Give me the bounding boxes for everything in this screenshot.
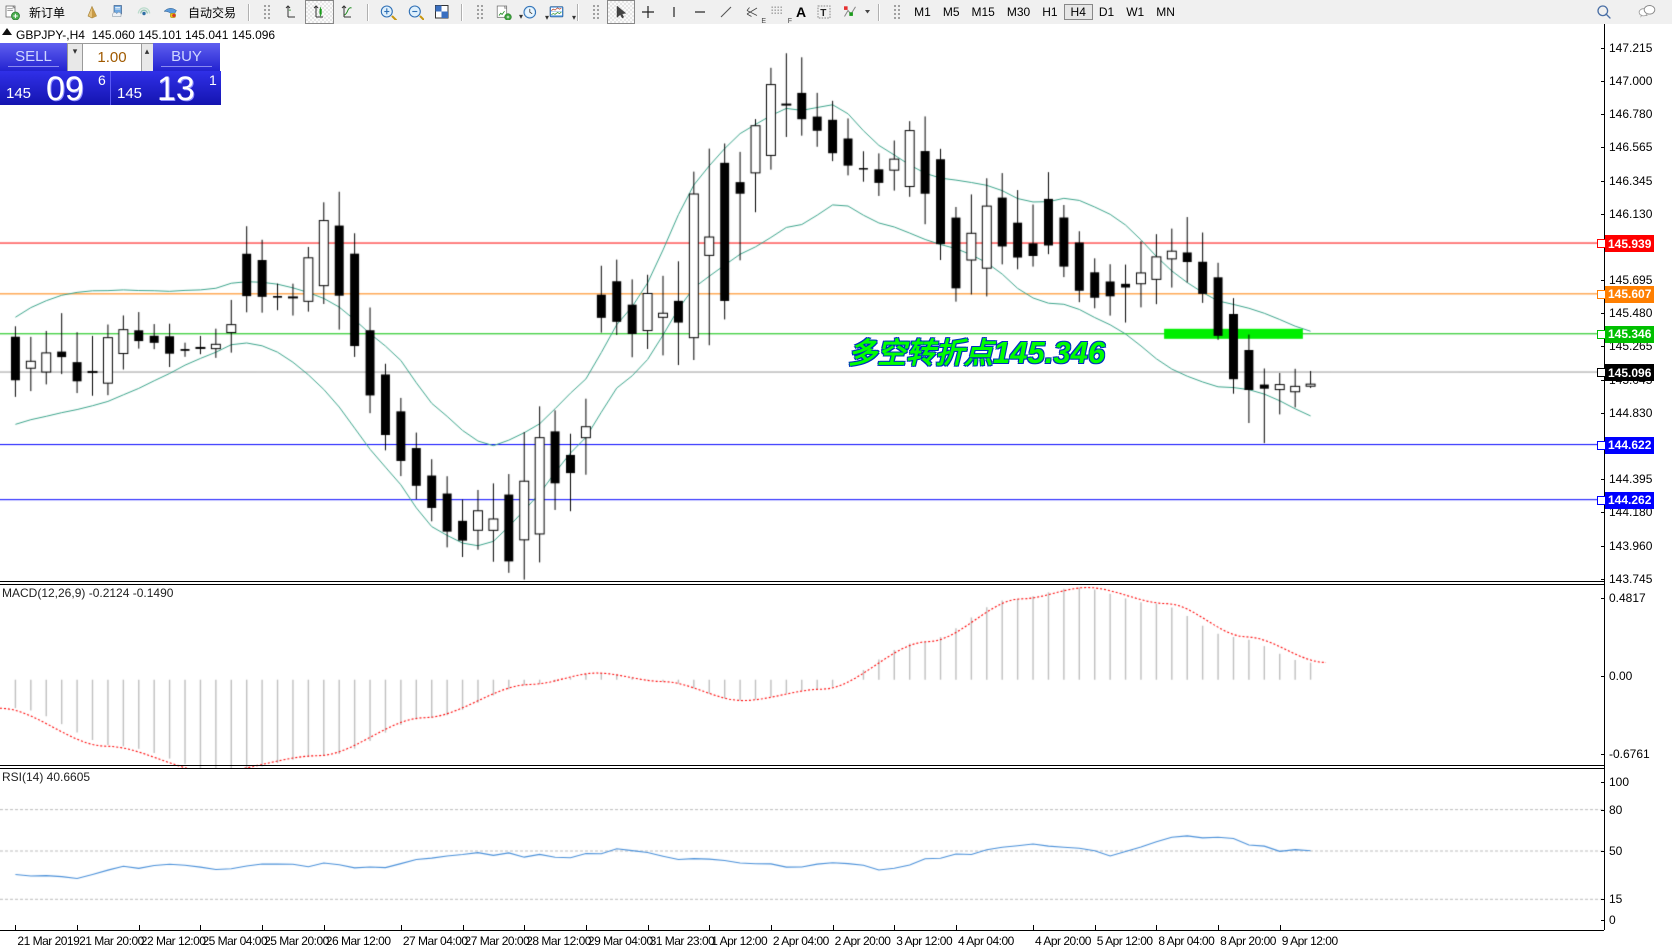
svg-text:T: T [820, 8, 826, 19]
